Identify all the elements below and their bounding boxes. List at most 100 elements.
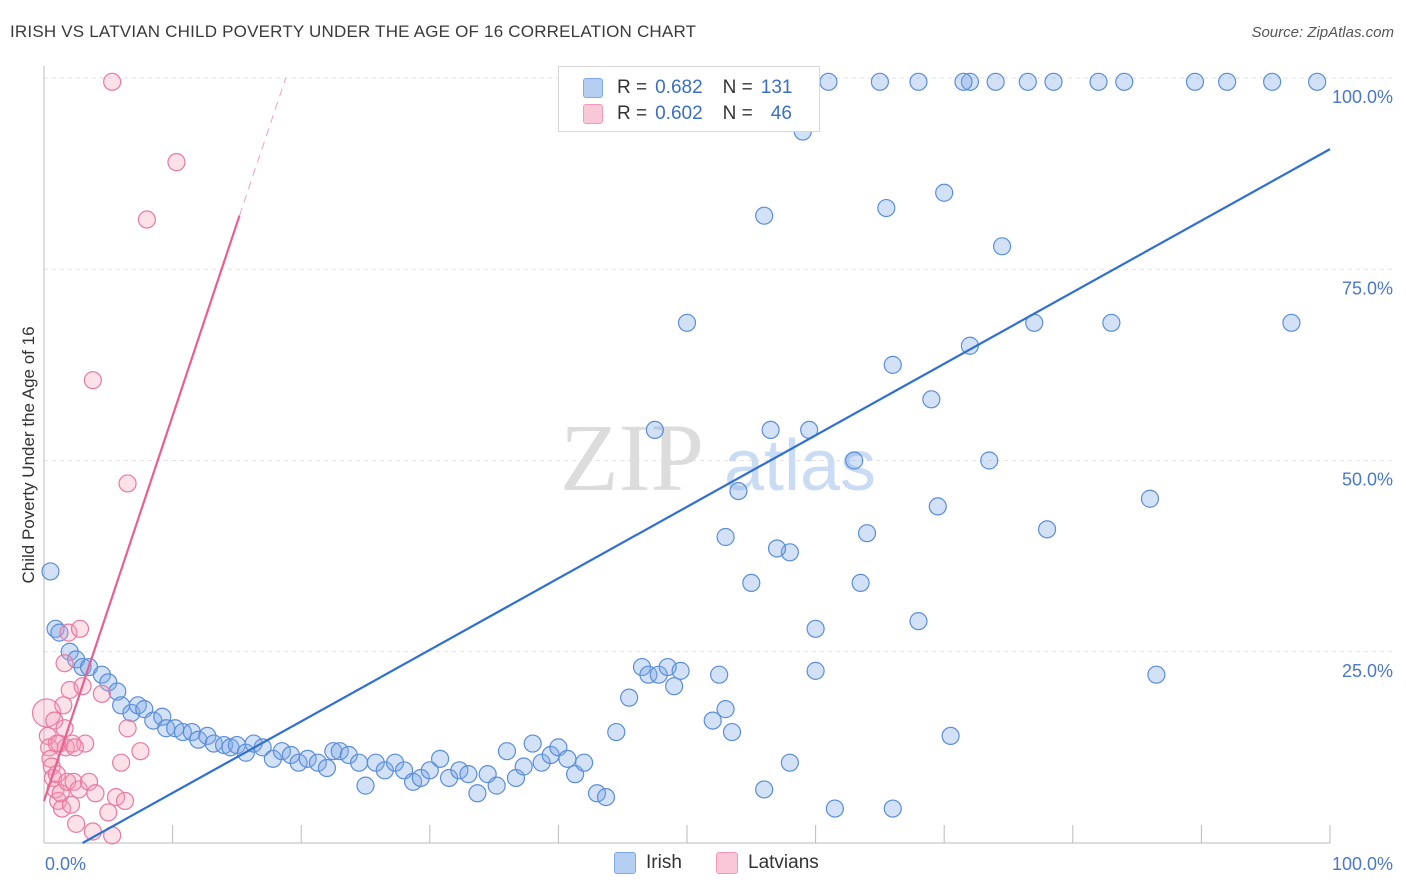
irish-point — [497, 742, 517, 761]
irish-point — [523, 734, 542, 753]
legend-swatch-latvians — [583, 104, 603, 124]
irish-point — [819, 72, 838, 91]
irish-point — [742, 573, 761, 593]
series-latvians — [31, 72, 186, 845]
irish-point — [677, 313, 697, 332]
bottom-legend-irish[interactable]: Irish — [614, 852, 682, 874]
bottom-legend-swatch-irish — [614, 852, 636, 874]
irish-point — [298, 749, 317, 768]
irish-point — [909, 72, 928, 91]
bottom-legend-label-latvians: Latvians — [748, 852, 819, 873]
irish-point — [1018, 72, 1037, 91]
irish-point — [596, 787, 616, 807]
latvian-point — [61, 795, 81, 814]
irish-point — [1037, 520, 1057, 539]
irish-point — [980, 451, 999, 470]
irish-point — [1218, 72, 1237, 91]
irish-point — [767, 539, 787, 558]
irish-point — [806, 619, 825, 638]
irish-point — [1140, 489, 1160, 508]
latvian-trend-extension — [238, 77, 287, 216]
bottom-legend-label-irish: Irish — [646, 852, 682, 873]
latvian-point — [59, 623, 78, 642]
irish-point — [851, 573, 870, 593]
latvian-point — [83, 371, 102, 390]
irish-point — [1115, 72, 1134, 91]
legend-r-value-irish: 0.682 — [655, 77, 703, 98]
stats-legend: R = 0.682 N = 131 R = 0.602 N = 46 — [558, 66, 820, 132]
latvian-point — [67, 814, 86, 833]
irish-point — [710, 665, 729, 684]
irish-point — [1282, 313, 1301, 332]
irish-point — [665, 677, 684, 696]
y-tick-label: 25.0% — [1342, 661, 1393, 681]
irish-point — [308, 753, 328, 772]
latvian-point — [137, 210, 156, 229]
irish-point — [922, 390, 941, 409]
latvian-point — [115, 791, 135, 811]
irish-point — [575, 753, 594, 772]
irish-point — [356, 776, 375, 795]
source-label: Source: ZipAtlas.com — [1251, 24, 1394, 41]
irish-point — [439, 768, 459, 788]
irish-point — [41, 562, 60, 581]
bottom-legend: Irish Latvians — [0, 852, 1406, 878]
irish-point — [1263, 72, 1282, 91]
irish-point — [761, 420, 780, 439]
latvian-point — [103, 72, 122, 91]
irish-point — [272, 742, 292, 761]
irish-point — [857, 524, 877, 543]
legend-n-value-irish: 131 — [760, 77, 793, 98]
y-tick-label: 100.0% — [1332, 87, 1393, 107]
latvian-point — [51, 784, 70, 803]
irish-point — [1147, 665, 1166, 684]
latvian-point — [118, 474, 137, 493]
latvian-point — [70, 619, 90, 638]
irish-point — [450, 761, 469, 780]
grid-lines — [44, 77, 1394, 653]
irish-point — [909, 612, 928, 631]
y-axis-title: Child Poverty Under the Age of 16 — [19, 326, 38, 583]
irish-point — [189, 730, 208, 749]
legend-n-label: N = — [722, 103, 753, 124]
latvian-point — [106, 787, 126, 807]
legend-r-value-latvians: 0.602 — [655, 103, 703, 124]
watermark-atlas: atlas — [724, 426, 876, 506]
latvian-point — [112, 753, 131, 772]
irish-point — [459, 765, 478, 784]
latvian-point — [99, 803, 118, 822]
bottom-legend-latvians[interactable]: Latvians — [716, 852, 819, 874]
irish-point — [716, 527, 735, 547]
latvian-point — [55, 654, 74, 673]
irish-point — [870, 72, 890, 91]
irish-point — [108, 682, 127, 701]
irish-point — [954, 72, 973, 91]
latvian-point — [131, 742, 150, 761]
chart-title: IRISH VS LATVIAN CHILD POVERTY UNDER THE… — [10, 22, 697, 41]
irish-point — [487, 776, 506, 795]
legend-r-label: R = — [617, 77, 648, 98]
latvian-point — [92, 684, 111, 703]
irish-point — [430, 749, 450, 768]
y-tick-label: 75.0% — [1342, 278, 1393, 298]
irish-point — [883, 799, 902, 818]
irish-point — [960, 72, 980, 91]
irish-point — [514, 757, 533, 776]
irish-trend-line — [82, 148, 1331, 844]
legend-row-latvians: R = 0.602 N = 46 — [583, 101, 792, 127]
latvian-point — [52, 799, 72, 818]
latvian-point — [45, 711, 64, 730]
irish-point — [324, 742, 343, 761]
irish-point — [317, 758, 337, 778]
irish-point — [1089, 72, 1108, 91]
irish-point — [289, 753, 308, 772]
watermark: ZIP atlas — [560, 404, 876, 511]
legend-r-label: R = — [617, 103, 648, 124]
irish-point — [755, 206, 774, 225]
irish-point — [1308, 72, 1327, 91]
irish-point — [339, 745, 358, 765]
irish-point — [722, 722, 742, 742]
irish-point — [587, 784, 607, 803]
latvian-point — [86, 784, 105, 803]
legend-n-value-latvians: 46 — [770, 103, 792, 124]
